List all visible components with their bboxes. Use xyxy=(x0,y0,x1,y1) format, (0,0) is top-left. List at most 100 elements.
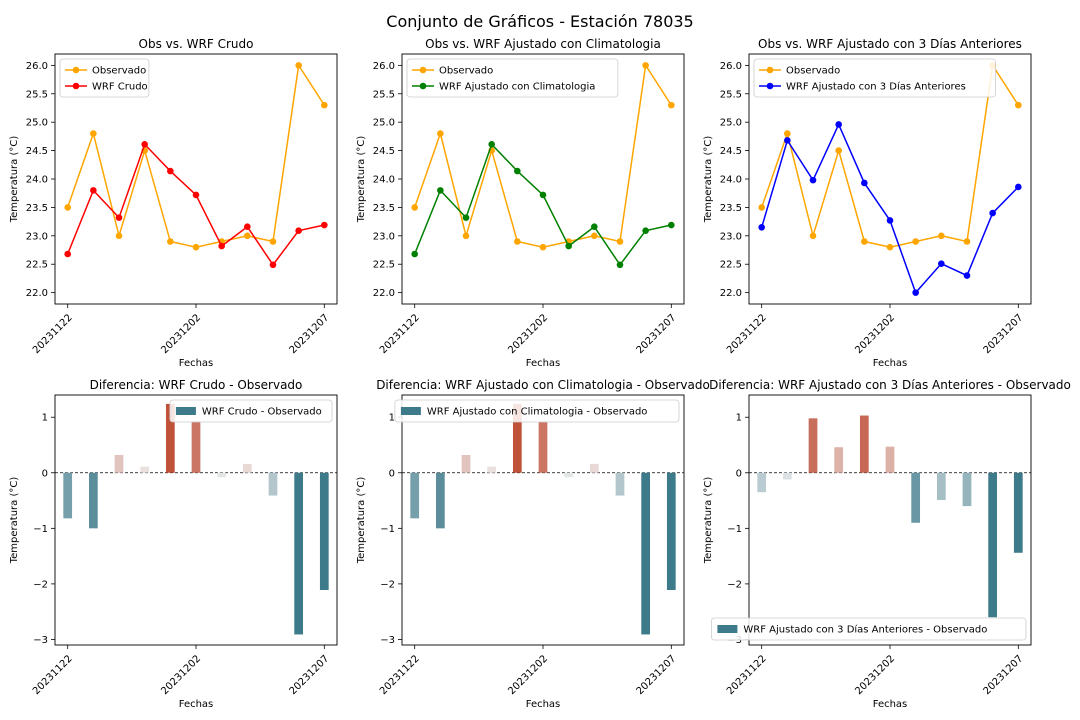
data-point xyxy=(642,62,649,69)
x-tick-label: 20231202 xyxy=(853,312,897,356)
y-tick-label: 0 xyxy=(736,468,742,479)
legend: WRF Ajustado con Climatologia - Observad… xyxy=(394,399,680,423)
x-axis-label: Fechas xyxy=(179,358,214,369)
y-tick-label: −2 xyxy=(727,579,742,590)
y-axis-label: Temperatura (°C) xyxy=(356,477,367,565)
y-tick-label: 0 xyxy=(389,468,395,479)
y-tick-label: 24.0 xyxy=(373,175,395,186)
y-tick-label: −1 xyxy=(380,524,395,535)
data-point xyxy=(462,232,470,240)
subplot-5: Diferencia: WRF Ajustado con Climatologi… xyxy=(356,378,710,710)
legend: WRF Crudo - Observado xyxy=(169,399,333,423)
data-point xyxy=(963,238,971,245)
x-axis-label: Fechas xyxy=(873,358,908,369)
data-point xyxy=(668,101,675,109)
legend: WRF Ajustado con 3 Días Anteriores - Obs… xyxy=(711,617,1027,641)
data-point xyxy=(616,238,624,245)
y-tick-label: 22.0 xyxy=(26,288,48,299)
data-point xyxy=(861,179,868,187)
x-tick-label: 20231122 xyxy=(725,653,769,697)
data-point xyxy=(809,176,817,184)
bar xyxy=(461,455,471,473)
bar xyxy=(114,455,124,473)
x-tick-label: 20231207 xyxy=(288,312,332,356)
y-tick-label: 26.0 xyxy=(720,61,742,72)
subplot-title: Obs vs. WRF Ajustado con Climatologia xyxy=(425,37,661,51)
y-tick-label: 1 xyxy=(42,413,48,424)
y-tick-label: −3 xyxy=(380,635,395,646)
y-tick-label: 23.5 xyxy=(373,203,395,214)
x-tick-label: 20231122 xyxy=(31,312,75,356)
legend-box xyxy=(59,58,150,98)
data-point xyxy=(642,227,649,235)
y-tick-label: 26.0 xyxy=(26,61,48,72)
data-point xyxy=(192,191,200,199)
bar xyxy=(936,472,946,500)
x-tick-label: 20231202 xyxy=(506,312,550,356)
data-point xyxy=(835,121,842,128)
data-point xyxy=(321,221,328,229)
y-tick-label: 25.0 xyxy=(373,118,395,129)
y-tick-label: 24.0 xyxy=(26,175,48,186)
y-axis-label: Temperatura (°C) xyxy=(703,136,714,224)
legend-label: WRF Crudo - Observado xyxy=(202,407,322,418)
bar xyxy=(782,472,792,480)
y-axis-label: Temperatura (°C) xyxy=(9,477,20,565)
x-tick-label: 20231122 xyxy=(31,653,75,697)
y-tick-label: 23.5 xyxy=(26,203,48,214)
legend-marker xyxy=(72,66,80,74)
legend-box xyxy=(406,58,619,98)
subplot-title: Diferencia: WRF Ajustado con Climatologi… xyxy=(376,378,710,392)
bar xyxy=(564,472,574,478)
data-point xyxy=(244,232,251,240)
x-tick-label: 20231207 xyxy=(982,312,1026,356)
y-tick-label: 24.5 xyxy=(720,146,742,157)
y-tick-label: 1 xyxy=(736,413,742,424)
data-point xyxy=(411,204,418,211)
legend-marker xyxy=(419,66,427,74)
data-point xyxy=(938,260,945,267)
subplot-title: Obs vs. WRF Crudo xyxy=(139,37,254,51)
legend-swatch xyxy=(175,407,196,415)
subplot-title: Diferencia: WRF Crudo - Observado xyxy=(90,378,303,392)
y-tick-label: 23.5 xyxy=(720,203,742,214)
data-point xyxy=(295,62,302,69)
bar xyxy=(641,472,651,635)
bar xyxy=(268,472,278,496)
data-point xyxy=(616,261,624,269)
data-point xyxy=(437,187,444,194)
data-point xyxy=(539,191,547,199)
data-point xyxy=(1015,101,1022,109)
legend-box xyxy=(711,617,1027,641)
legend-marker xyxy=(72,82,80,90)
legend-marker xyxy=(766,66,774,74)
y-tick-label: 0 xyxy=(42,468,48,479)
y-tick-label: 23.0 xyxy=(720,231,742,242)
y-tick-label: 22.0 xyxy=(373,288,395,299)
bar xyxy=(88,472,98,529)
bar xyxy=(885,446,895,473)
bar xyxy=(859,415,869,473)
data-point xyxy=(835,147,842,154)
legend-marker xyxy=(419,82,427,90)
x-tick-label: 20231122 xyxy=(378,653,422,697)
data-point xyxy=(963,272,971,279)
data-point xyxy=(591,223,598,231)
y-tick-label: 22.5 xyxy=(373,260,395,271)
data-point xyxy=(295,227,302,235)
x-tick-label: 20231207 xyxy=(635,653,679,697)
bar xyxy=(191,421,201,473)
bar xyxy=(988,472,998,618)
y-tick-label: −2 xyxy=(380,579,395,590)
y-tick-label: −1 xyxy=(727,524,742,535)
legend-box xyxy=(753,58,996,98)
y-tick-label: −3 xyxy=(727,635,742,646)
data-point xyxy=(141,141,148,148)
x-tick-label: 20231202 xyxy=(159,312,203,356)
legend: Observado WRF Ajustado con 3 Días Anterio… xyxy=(753,58,996,98)
legend: Observado WRF Crudo xyxy=(59,58,150,98)
y-tick-label: 25.0 xyxy=(720,118,742,129)
legend: Observado WRF Ajustado con Climatologia xyxy=(406,58,619,98)
